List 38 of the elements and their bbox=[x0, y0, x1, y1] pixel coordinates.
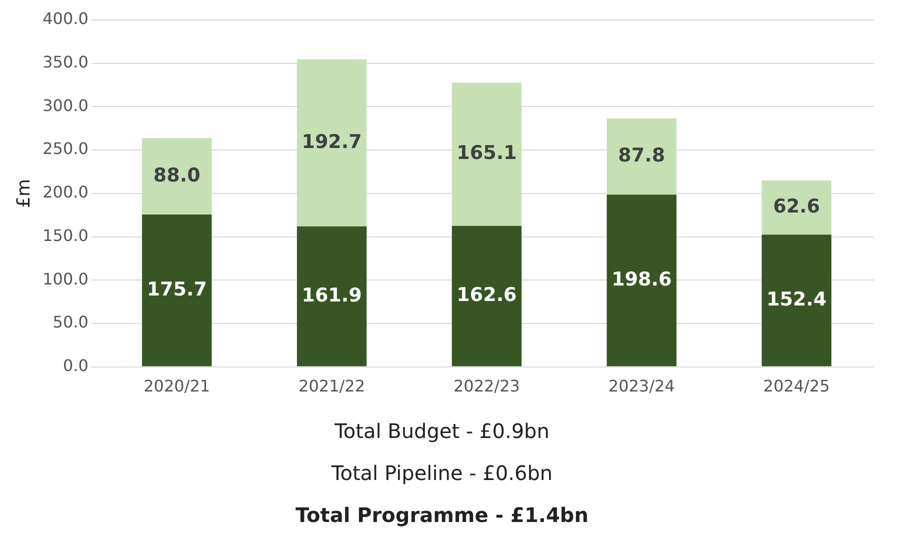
data-label: 152.4 bbox=[766, 288, 827, 310]
y-tick-label: 100.0 bbox=[42, 269, 88, 288]
y-tick-label: 50.0 bbox=[52, 312, 88, 332]
bar bbox=[762, 180, 832, 235]
y-tick-label: 250.0 bbox=[42, 139, 88, 158]
bar bbox=[142, 138, 212, 214]
y-tick-label: 0.0 bbox=[62, 356, 88, 375]
y-tick-label: 200.0 bbox=[42, 182, 88, 202]
y-tick-label: 150.0 bbox=[42, 226, 88, 245]
data-label: 175.7 bbox=[146, 278, 207, 300]
x-tick-label: 2020/21 bbox=[144, 376, 210, 396]
y-tick-label: 350.0 bbox=[42, 52, 88, 72]
bar bbox=[452, 226, 522, 366]
data-label: 87.8 bbox=[618, 144, 666, 166]
bar bbox=[606, 194, 676, 366]
x-tick-label: 2021/22 bbox=[298, 376, 366, 396]
data-label: 62.6 bbox=[773, 195, 820, 218]
data-label: 161.9 bbox=[302, 284, 362, 306]
data-label: 192.7 bbox=[302, 130, 362, 153]
data-label: 162.6 bbox=[456, 284, 517, 306]
x-tick-label: 2022/23 bbox=[453, 376, 520, 396]
bar bbox=[452, 82, 522, 226]
bar bbox=[606, 118, 676, 195]
y-tick-label: 400.0 bbox=[42, 9, 88, 28]
data-label: 198.6 bbox=[612, 268, 672, 290]
bar bbox=[762, 234, 832, 366]
data-label: 165.1 bbox=[456, 142, 517, 164]
data-label: 88.0 bbox=[153, 164, 200, 186]
y-tick-label: 300.0 bbox=[42, 96, 88, 115]
x-tick-label: 2024/25 bbox=[763, 376, 830, 396]
bar bbox=[296, 59, 367, 226]
bar bbox=[142, 214, 212, 366]
text: Total Budget - £0.9bn bbox=[334, 418, 550, 445]
y-axis-title: £m bbox=[13, 178, 34, 208]
bar bbox=[296, 226, 367, 366]
text: Total Programme - £1.4bn bbox=[294, 502, 590, 529]
text: Total Pipeline - £0.6bn bbox=[330, 460, 554, 487]
x-tick-label: 2023/24 bbox=[608, 376, 675, 396]
